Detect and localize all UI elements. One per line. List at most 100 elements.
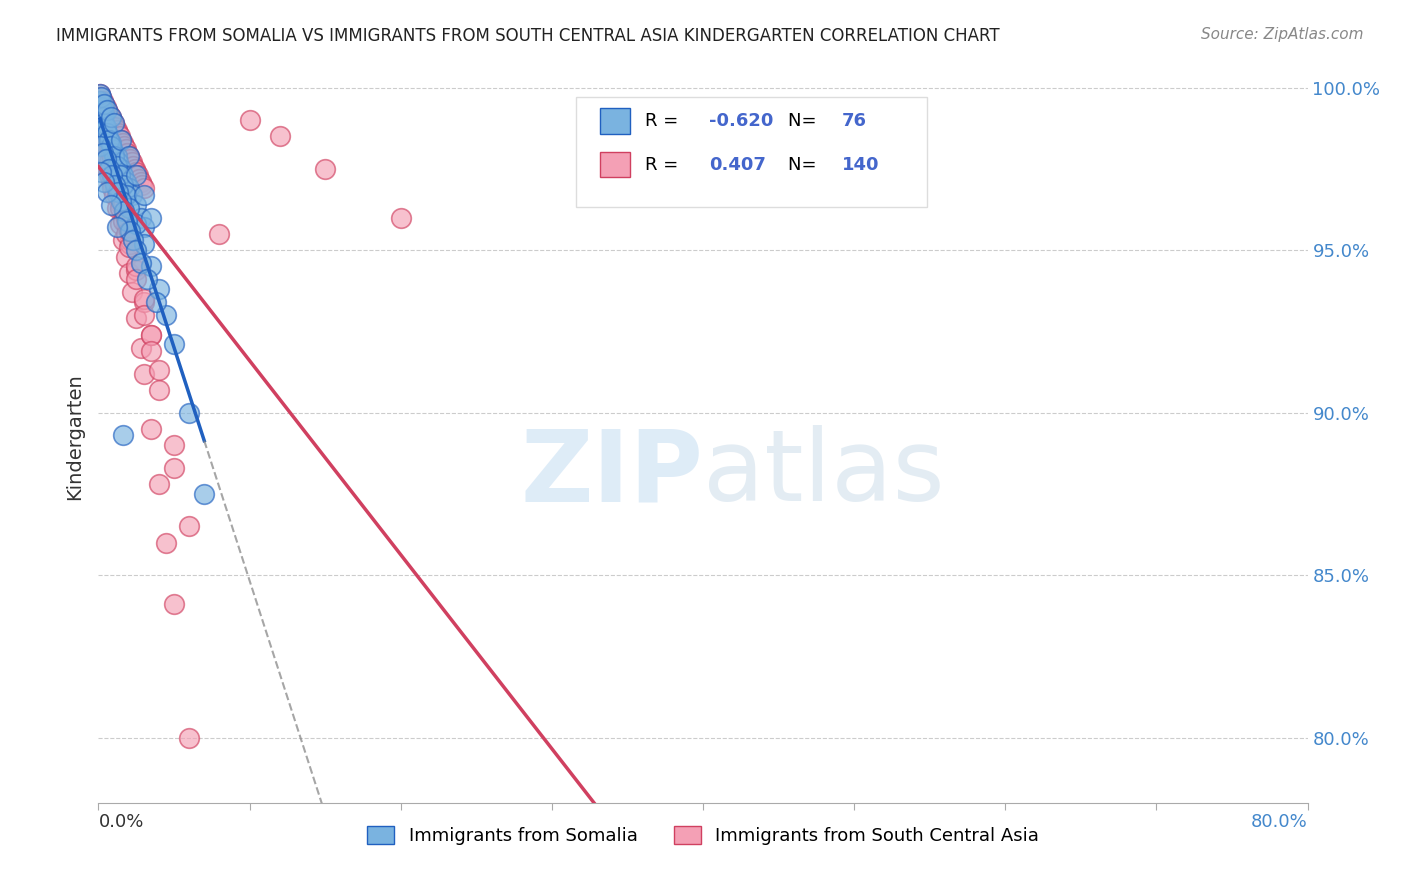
Point <box>114 187 136 202</box>
Point <box>111 428 134 442</box>
Point <box>100 149 122 163</box>
Point <box>208 227 231 241</box>
Point <box>100 145 122 160</box>
Point <box>115 214 138 228</box>
Text: -0.620: -0.620 <box>709 112 773 130</box>
Point <box>120 152 142 166</box>
Point <box>89 87 111 102</box>
Point <box>90 100 112 114</box>
Point <box>91 129 114 144</box>
Point <box>118 224 141 238</box>
Point <box>121 155 143 169</box>
Point <box>91 145 114 160</box>
Point <box>118 149 141 163</box>
Point <box>91 103 114 118</box>
Point <box>163 438 186 452</box>
Point <box>105 149 128 163</box>
Point <box>118 266 141 280</box>
Point <box>89 94 111 108</box>
Point <box>239 113 262 128</box>
Point <box>111 169 134 183</box>
Point <box>111 197 134 211</box>
Point <box>103 159 125 173</box>
Point <box>103 165 125 179</box>
Point <box>132 295 155 310</box>
Legend: Immigrants from Somalia, Immigrants from South Central Asia: Immigrants from Somalia, Immigrants from… <box>360 819 1046 852</box>
Point <box>101 159 124 173</box>
Point <box>91 94 114 108</box>
Point <box>89 116 111 130</box>
Point <box>111 178 134 193</box>
Point <box>100 139 122 153</box>
Point <box>91 142 114 156</box>
Point <box>125 311 148 326</box>
Point <box>89 113 111 128</box>
Point <box>93 96 115 111</box>
Point <box>90 90 112 104</box>
Point <box>141 343 163 358</box>
FancyBboxPatch shape <box>576 97 927 207</box>
Point <box>115 220 138 235</box>
Point <box>98 142 121 156</box>
Point <box>98 133 121 147</box>
Point <box>96 126 118 140</box>
Text: 80.0%: 80.0% <box>1251 813 1308 830</box>
Point <box>93 126 115 140</box>
Point <box>98 133 121 147</box>
Point <box>103 187 125 202</box>
Point <box>91 116 114 130</box>
Point <box>98 145 121 160</box>
Point <box>132 181 155 195</box>
Point <box>101 152 124 166</box>
Point <box>118 181 141 195</box>
Point <box>96 149 118 163</box>
Point <box>125 260 148 274</box>
Point <box>118 201 141 215</box>
Point <box>101 142 124 156</box>
Point <box>89 120 111 134</box>
Point <box>120 224 142 238</box>
Point <box>124 161 146 176</box>
Point <box>135 272 157 286</box>
FancyBboxPatch shape <box>600 108 630 134</box>
Point <box>104 169 127 183</box>
Point <box>125 217 148 231</box>
Point <box>100 161 122 176</box>
Point <box>93 116 115 130</box>
Point <box>125 272 148 286</box>
Point <box>163 598 186 612</box>
Point <box>129 341 152 355</box>
FancyBboxPatch shape <box>600 152 630 178</box>
Point <box>118 149 141 163</box>
Point <box>125 243 148 257</box>
Point <box>96 126 118 140</box>
Point <box>120 234 142 248</box>
Point <box>93 120 115 134</box>
Point <box>101 113 124 128</box>
Point <box>114 217 136 231</box>
Point <box>96 139 118 153</box>
Point <box>101 155 124 169</box>
Point <box>90 106 112 120</box>
Point <box>94 155 117 169</box>
Point <box>90 129 112 144</box>
Point <box>129 211 152 225</box>
Point <box>105 178 128 193</box>
Point <box>121 285 143 300</box>
Point <box>93 106 115 120</box>
Point <box>179 406 201 420</box>
Point <box>122 234 145 248</box>
Point <box>93 175 115 189</box>
Point <box>89 100 111 114</box>
Point <box>141 260 163 274</box>
Point <box>89 94 111 108</box>
Point <box>91 120 114 134</box>
Point <box>112 207 135 221</box>
Point <box>105 220 128 235</box>
Point <box>155 308 177 322</box>
Point <box>132 308 155 322</box>
Point <box>141 422 163 436</box>
Point <box>110 194 132 209</box>
Point <box>90 90 112 104</box>
Point <box>108 185 131 199</box>
